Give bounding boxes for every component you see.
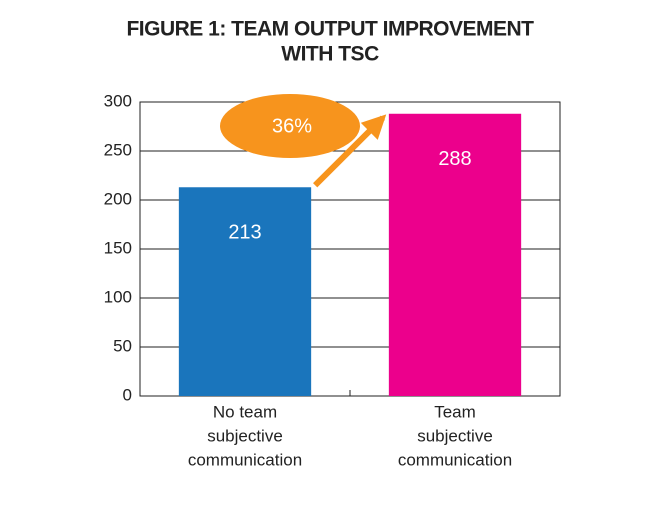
value-label: 213 — [228, 222, 261, 244]
annotation-label: 36% — [272, 115, 312, 137]
y-tick-label: 0 — [123, 385, 132, 404]
y-tick-label: 150 — [104, 238, 132, 257]
y-tick-label: 300 — [104, 91, 132, 110]
x-tick-label: communication — [188, 450, 302, 469]
bar — [388, 113, 522, 396]
y-tick-label: 200 — [104, 189, 132, 208]
chart-title: WITH TSC — [281, 43, 379, 66]
annotation-bubble — [220, 94, 360, 158]
value-label: 288 — [438, 148, 471, 170]
x-tick-label: Team — [434, 402, 476, 421]
bar — [178, 187, 312, 396]
x-tick-label: communication — [398, 450, 512, 469]
x-tick-label: subjective — [207, 426, 283, 445]
y-tick-label: 100 — [104, 287, 132, 306]
y-tick-label: 50 — [113, 336, 132, 355]
x-tick-label: subjective — [417, 426, 493, 445]
x-tick-label: No team — [213, 402, 277, 421]
annotation-arrow — [313, 114, 387, 188]
y-tick-label: 250 — [104, 140, 132, 159]
chart-title: FIGURE 1: TEAM OUTPUT IMPROVEMENT — [126, 18, 534, 41]
